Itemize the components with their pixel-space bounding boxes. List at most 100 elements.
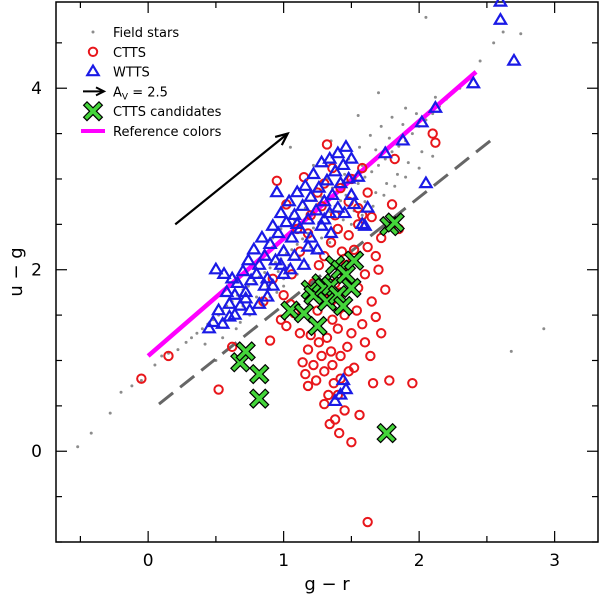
wtts-point <box>335 157 351 171</box>
wtts-point <box>240 252 257 266</box>
ctts-point <box>362 187 373 198</box>
ctts-candidate-point <box>327 284 349 306</box>
field-star-point <box>263 270 267 274</box>
ctts-candidate-point <box>280 300 301 321</box>
field-star-point <box>374 148 378 152</box>
ctts-point <box>343 230 354 241</box>
field-star-point <box>379 124 383 128</box>
ctts-point <box>327 359 338 371</box>
wtts-point <box>270 225 286 239</box>
wtts-point <box>311 179 327 193</box>
wtts-point <box>346 196 362 210</box>
field-star-point <box>385 182 389 186</box>
wtts-point <box>248 266 265 279</box>
ctts-candidate-point <box>307 315 328 337</box>
ctts-point <box>362 241 373 253</box>
wtts-point <box>227 286 243 300</box>
ctts-point <box>376 328 387 339</box>
wtts-point <box>300 211 316 225</box>
legend-ctts-candidates: CTTS candidates <box>82 100 222 122</box>
field-star-point <box>376 91 380 95</box>
ctts-candidate-point <box>230 352 251 373</box>
ctts-point <box>357 162 368 174</box>
wtts-point <box>338 381 354 395</box>
wtts-point <box>286 207 303 220</box>
ctts-point <box>407 377 418 389</box>
legend-arrow-head <box>95 86 107 97</box>
field-star-point <box>374 191 378 195</box>
legend-marker <box>91 30 95 34</box>
field-star-point <box>393 184 397 188</box>
legend-extinction: AV = 2.5 <box>83 85 168 102</box>
cross-fill <box>345 252 363 270</box>
wtts-point <box>281 193 297 207</box>
field-star-point <box>501 30 505 34</box>
field-star-point <box>431 154 435 158</box>
wtts-point <box>324 187 341 201</box>
plot-frame <box>55 1 599 543</box>
field-star-point <box>295 242 299 246</box>
ctts-point <box>354 409 365 421</box>
wtts-point <box>284 229 300 243</box>
ctts-candidate-point <box>249 388 270 409</box>
field-star-point <box>328 241 332 245</box>
wtts-point <box>246 241 262 255</box>
y-tick-label: 2 <box>31 261 42 281</box>
field-star-point <box>190 336 193 340</box>
wtts-point <box>289 216 305 230</box>
wtts-point <box>343 150 360 164</box>
field-star-point <box>404 106 408 110</box>
wtts-point <box>238 290 254 304</box>
ctts-point <box>346 328 357 339</box>
wtts-point <box>506 52 522 66</box>
ctts-point <box>325 346 337 357</box>
field-star-point <box>311 163 315 167</box>
field-star-point <box>203 342 207 346</box>
field-star-point <box>382 193 386 197</box>
ctts-candidate-point <box>249 363 270 385</box>
wtts-point <box>297 178 313 191</box>
cross-fill <box>329 286 347 304</box>
wtts-point <box>330 145 346 159</box>
wtts-point <box>229 275 246 289</box>
ctts-point <box>427 128 438 139</box>
legend-label: Reference colors <box>113 125 222 140</box>
field-star-point <box>356 182 360 186</box>
wtts-point <box>251 257 267 270</box>
wtts-point <box>221 296 238 309</box>
extinction-arrow-head <box>274 131 290 146</box>
legend-marker <box>82 100 104 122</box>
wtts-point <box>215 316 231 329</box>
ctts-candidate-point <box>384 212 405 233</box>
ctts-point <box>357 318 368 330</box>
field-star-point <box>76 445 80 449</box>
wtts-point <box>338 139 354 152</box>
wtts-point <box>251 296 267 309</box>
wtts-point <box>327 163 343 177</box>
wtts-point <box>305 166 322 180</box>
wtts-point <box>308 202 324 216</box>
ctts-point <box>366 296 377 307</box>
wtts-point <box>360 199 376 213</box>
cross-fill <box>308 317 327 335</box>
wtts-point <box>303 188 319 202</box>
wtts-point <box>273 205 289 219</box>
cross-fill <box>342 279 360 297</box>
field-star-point <box>153 363 157 367</box>
x-tick-label: 1 <box>278 551 289 571</box>
field-star-point <box>410 132 414 136</box>
field-star-point <box>395 172 399 176</box>
ctts-point <box>325 237 337 248</box>
ctts-point <box>351 305 363 316</box>
wtts-point <box>335 372 351 386</box>
field-star-point <box>343 172 347 176</box>
ctts-point <box>366 211 377 223</box>
wtts-point <box>303 229 319 243</box>
ctts-point <box>308 359 319 371</box>
ctts-candidate-point <box>333 295 354 317</box>
ctts-point <box>332 323 344 334</box>
field-star-point <box>420 150 424 154</box>
field-star-point <box>255 295 259 299</box>
field-star-point <box>358 145 362 149</box>
ctts-candidate-point <box>376 422 397 444</box>
